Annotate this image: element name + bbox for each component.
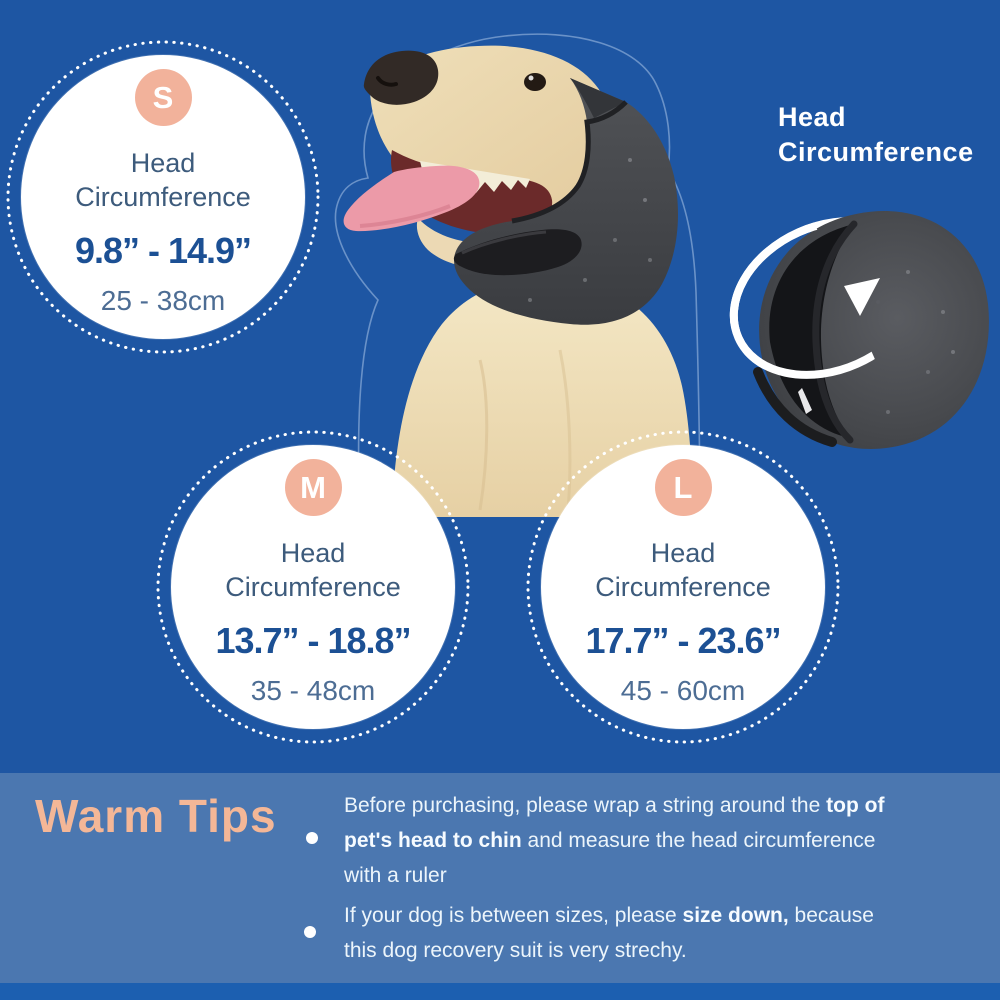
size-card-title: Head Circumference — [225, 538, 401, 602]
size-range-cm: 45 - 60cm — [620, 675, 746, 706]
dog-cutout-contour — [334, 33, 701, 518]
warm-tips-section: Warm Tips Before purchasing, please wrap… — [0, 773, 1000, 983]
dog-nose — [363, 50, 439, 105]
arrowhead-icon — [844, 278, 880, 316]
size-badge-s: S — [134, 69, 192, 126]
dog-wearing-snood-image — [334, 33, 701, 518]
size-badge-m: M — [284, 459, 342, 516]
snood-product-image — [729, 211, 989, 449]
snood-velcro-strap — [453, 229, 582, 276]
bottom-accent-strip — [0, 983, 1000, 1000]
dog-eye — [524, 73, 546, 91]
size-range-inches: 9.8” - 14.9” — [74, 230, 252, 271]
circumference-arrow-front — [729, 217, 916, 379]
size-range-inches: 17.7” - 23.6” — [585, 620, 781, 661]
size-range-inches: 13.7” - 18.8” — [215, 620, 411, 661]
bullet-dot — [306, 832, 318, 844]
size-badge-l: L — [654, 459, 712, 516]
head-circumference-label: Head Circumference — [778, 102, 974, 167]
bullet-dot — [304, 926, 316, 938]
tip-measure-head: Before purchasing, please wrap a string … — [344, 794, 885, 887]
size-card-small: S Head Circumference 9.8” - 14.9” 25 - 3… — [6, 40, 320, 354]
size-card-medium: M Head Circumference 13.7” - 18.8” 35 - … — [156, 430, 470, 744]
size-card-title: Head Circumference — [75, 148, 251, 212]
size-card-title: Head Circumference — [595, 538, 771, 602]
size-card-large: L Head Circumference 17.7” - 23.6” 45 - … — [526, 430, 840, 744]
tip-size-down: If your dog is between sizes, please siz… — [344, 904, 874, 962]
size-range-cm: 35 - 48cm — [250, 675, 376, 706]
dog-tongue — [343, 165, 480, 232]
warm-tips-title: Warm Tips — [35, 790, 277, 842]
size-range-cm: 25 - 38cm — [100, 285, 226, 316]
